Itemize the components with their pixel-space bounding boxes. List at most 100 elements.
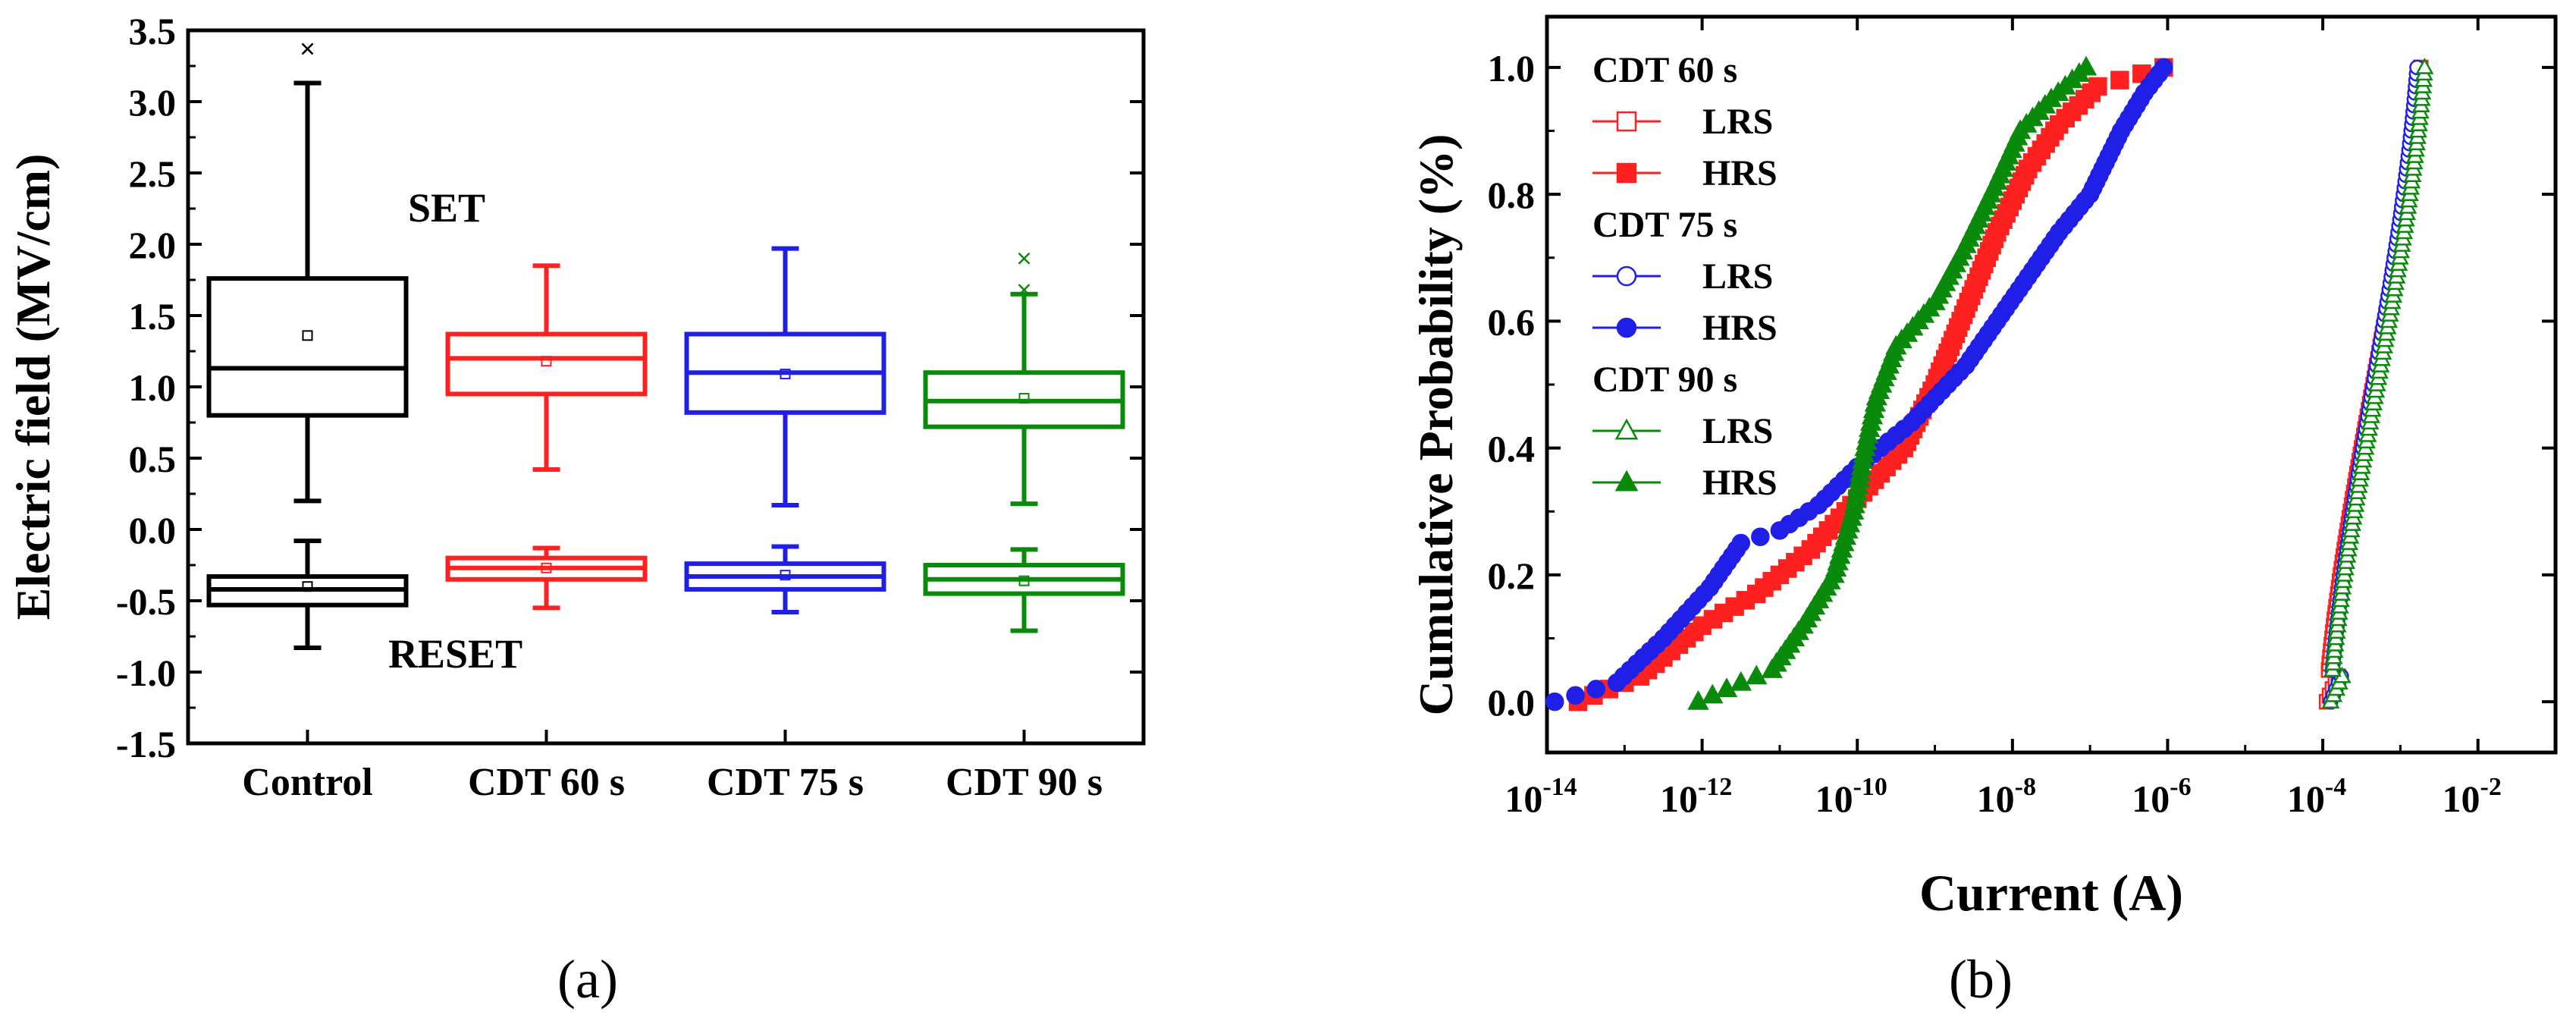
category-label: CDT 90 s xyxy=(946,761,1103,804)
x-tick-exponent: -14 xyxy=(1542,773,1577,801)
y-tick-label-a: 2.5 xyxy=(129,152,177,195)
hrs-point xyxy=(2110,71,2129,90)
legend-marker xyxy=(1616,162,1637,184)
hrs-point xyxy=(1746,664,1768,685)
legend-label: HRS xyxy=(1702,153,1777,193)
mean-marker xyxy=(302,581,313,592)
legend-marker xyxy=(1614,418,1639,440)
box-plot-panel: -1.5 -1.0 -0.5 0.0 0.5 1.0 1.5 2.0 2.5 3.0 3.5 Con… xyxy=(6,10,1146,1010)
legend-label: LRS xyxy=(1702,411,1773,451)
y-tick-label-a: 1.5 xyxy=(129,295,177,338)
legend-group-title: CDT 90 s xyxy=(1592,360,1737,400)
legend-label: HRS xyxy=(1702,308,1777,348)
x-tick-label-b: 10-14 xyxy=(1504,773,1577,820)
legend-label: HRS xyxy=(1702,463,1777,503)
y-tick-label-b: 0.2 xyxy=(1488,554,1536,597)
hrs-point xyxy=(2075,55,2098,76)
x-tick-exponent: -10 xyxy=(1853,773,1887,801)
hrs-point xyxy=(1730,671,1752,691)
x-tick-exponent: -6 xyxy=(2170,773,2191,801)
legend-group-title: CDT 75 s xyxy=(1592,205,1737,245)
set-annotation: SET xyxy=(408,185,485,231)
y-tick-label-b: 0.4 xyxy=(1488,428,1536,470)
hrs-point xyxy=(2154,58,2173,77)
y-tick-label-a: 3.5 xyxy=(129,10,177,52)
x-tick-label-b: 10-6 xyxy=(2132,773,2191,820)
set-box-3 xyxy=(684,246,886,508)
y-tick-label-a: -1.0 xyxy=(116,652,176,694)
legend-label: LRS xyxy=(1702,256,1773,297)
hrs-point xyxy=(1715,677,1738,697)
y-tick-label-a: 3.0 xyxy=(129,81,177,124)
legend: CDT 60 s LRS HRS CDT 75 s LRS HRS CDT 90 s LRS H… xyxy=(1592,50,1777,503)
hrs-point xyxy=(1751,527,1770,546)
hrs-series-3 xyxy=(1687,55,2098,710)
lrs-series-3 xyxy=(2321,57,2434,709)
x-tick-label-b: 10-2 xyxy=(2443,773,2502,820)
y-tick-label-a: -1.5 xyxy=(116,723,176,765)
y-tick-label-b: 0.6 xyxy=(1488,300,1536,343)
mean-marker xyxy=(541,356,552,367)
cumulative-probability-panel: 0.0 0.2 0.4 0.6 0.8 1.0 10-14 10-12 10-10 10-8 10… xyxy=(1409,14,2558,1010)
interquartile-box xyxy=(445,331,648,397)
outlier-marker xyxy=(1018,252,1031,265)
hrs-point xyxy=(1731,533,1751,553)
legend-group-title: CDT 60 s xyxy=(1592,50,1737,90)
lrs-point xyxy=(2415,57,2434,74)
y-tick-label-a: 1.0 xyxy=(129,366,177,409)
legend-marker xyxy=(1616,265,1637,287)
hrs-point xyxy=(1545,692,1564,712)
y-tick-label-b: 0.0 xyxy=(1488,681,1536,724)
x-tick-label-b: 10-12 xyxy=(1660,773,1732,820)
hrs-series-2 xyxy=(1545,58,2173,712)
outlier-marker xyxy=(1018,284,1031,297)
hrs-point xyxy=(1566,686,1585,705)
mean-marker xyxy=(541,562,552,573)
legend-marker xyxy=(1616,111,1637,132)
y-tick-label-a: 2.0 xyxy=(129,224,177,266)
x-tick-label-b: 10-8 xyxy=(1977,773,2036,820)
x-tick-label-b: 10-4 xyxy=(2287,773,2346,820)
mean-marker xyxy=(1018,575,1030,586)
plot-frame-a xyxy=(186,28,1146,746)
y-tick-label-a: 0.5 xyxy=(129,438,177,480)
hrs-point xyxy=(1687,690,1709,710)
reset-box-3 xyxy=(684,544,886,615)
mean-marker xyxy=(1018,393,1030,404)
legend-marker xyxy=(1614,470,1639,492)
set-box-4 xyxy=(923,252,1125,507)
category-label: CDT 60 s xyxy=(468,761,625,804)
hrs-point xyxy=(2088,77,2107,96)
reset-box-1 xyxy=(206,539,409,651)
x-tick-exponent: -4 xyxy=(2325,773,2346,801)
set-box-1 xyxy=(206,42,409,504)
y-tick-label-a: -0.5 xyxy=(116,580,176,623)
hrs-point xyxy=(1702,683,1724,704)
set-box-2 xyxy=(445,263,648,473)
y-axis-title-b: Cumulative Probability (%) xyxy=(1409,134,1463,716)
hrs-point xyxy=(1586,680,1606,699)
y-axis-title-a: Electric field (MV/cm) xyxy=(6,154,60,620)
legend-marker xyxy=(1616,317,1637,338)
reset-box-2 xyxy=(445,545,648,611)
panel-label-b: (b) xyxy=(1949,949,2013,1010)
reset-box-4 xyxy=(923,547,1125,633)
y-tick-label-b: 0.8 xyxy=(1488,174,1536,216)
category-label: Control xyxy=(242,761,372,804)
mean-marker xyxy=(780,570,791,581)
outlier-marker xyxy=(301,42,314,55)
x-tick-exponent: -2 xyxy=(2480,773,2502,801)
x-tick-exponent: -12 xyxy=(1698,773,1732,801)
legend-label: LRS xyxy=(1702,102,1773,142)
x-tick-exponent: -8 xyxy=(2015,773,2036,801)
x-axis-title-b: Current (A) xyxy=(1919,864,2183,922)
x-tick-label-b: 10-10 xyxy=(1815,773,1887,820)
interquartile-box xyxy=(206,276,409,418)
mean-marker xyxy=(780,369,791,380)
category-label: CDT 75 s xyxy=(707,761,864,804)
y-tick-label-a: 0.0 xyxy=(129,509,177,551)
mean-marker xyxy=(302,330,313,341)
panel-label-a: (a) xyxy=(557,949,618,1010)
y-tick-label-b: 1.0 xyxy=(1488,47,1536,90)
